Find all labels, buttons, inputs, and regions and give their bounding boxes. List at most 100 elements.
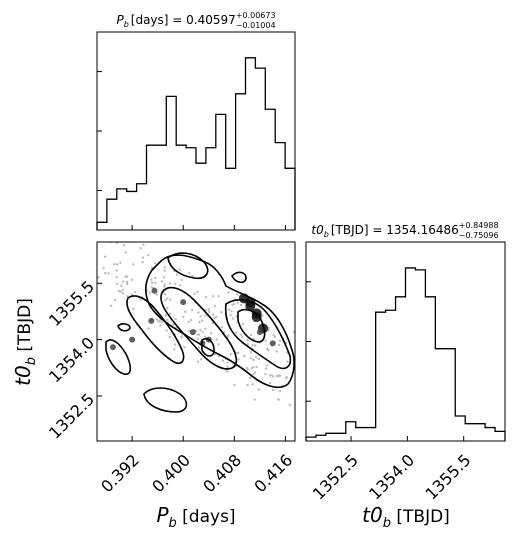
pb-histogram-steps [96,57,296,230]
scatter-point [97,276,100,279]
scatter-point [113,298,117,302]
x-label-t0-symbol: t0 [362,503,383,527]
contour-mid-diagonal [160,286,238,370]
scatter-point [171,323,175,326]
scatter-point [236,293,239,296]
t0-title-minus: −0.75096 [459,231,499,240]
t0-histogram-title: t0b [TBJD] = 1354.16486+0.84988 −0.75096 [311,221,498,240]
hist-x-tick-label: 1355.5 [422,450,475,503]
t0-title-value: [TBJD] = 1354.16486 [331,223,459,237]
scatter-point [233,383,236,387]
scatter-point [157,320,160,323]
scatter-point [249,351,253,354]
scatter-point [187,320,190,324]
x-label-pb-subscript: b [169,516,177,531]
scatter-point [102,267,105,270]
scatter-point [147,327,150,330]
scatter-point [182,315,185,318]
scatter-point [253,344,257,347]
scatter-point [175,273,179,277]
scatter-point [178,268,181,271]
scatter-point [272,333,275,337]
scatter-point [132,307,135,311]
scatter-point [163,283,166,286]
scatter-point [121,288,124,292]
scatter-point [253,371,257,374]
contour-left-diagonal [126,295,185,365]
scatter-point [227,308,231,311]
scatter-point [209,332,213,335]
scatter-point [122,280,125,283]
density-point [269,340,276,347]
joint-contours [105,252,295,413]
scatter-point [231,317,235,320]
scatter-point [168,335,171,339]
scatter-point [278,389,282,393]
scatter-point [173,348,176,351]
x-label-t0-subscript: b [383,516,391,531]
scatter-point [126,295,129,298]
scatter-point [237,358,240,361]
scatter-point [148,291,152,295]
contour-main-ridge [144,254,295,389]
joint-scatter-points [97,234,295,407]
scatter-point [226,361,229,364]
scatter-point [264,339,267,343]
scatter-point [267,349,270,352]
scatter-point [154,281,157,284]
scatter-point [117,289,121,293]
scatter-point [201,331,204,334]
scatter-point [112,262,116,266]
scatter-point [212,313,215,316]
scatter-point [165,329,168,332]
t0-title-plus: +0.84988 [459,221,499,230]
scatter-point [275,350,278,353]
density-point [148,317,155,324]
scatter-point [130,278,134,281]
contour-far-left [105,339,132,376]
scatter-point [159,324,162,327]
scatter-point [265,364,269,367]
scatter-point [196,290,199,294]
scatter-point [168,282,172,285]
scatter-point [132,263,135,266]
y-label-t0-unit: [TBJD] [15,298,35,357]
scatter-point [270,374,274,377]
scatter-point [229,353,232,356]
scatter-point [249,356,253,360]
contour-inner-ridge [224,299,292,370]
t0-histogram-xticks: 1352.5 1354.0 1355.5 [309,436,475,503]
scatter-point [235,351,238,355]
scatter-point [141,256,145,259]
scatter-point [107,272,110,275]
scatter-point [267,326,270,330]
scatter-point [122,243,126,247]
scatter-point [229,313,232,317]
scatter-point [163,285,166,288]
density-point [151,287,158,294]
pb-title-value: [days] = 0.40597 [131,13,236,27]
scatter-point [119,290,122,293]
contour-lower-blob [143,387,188,413]
scatter-point [166,306,169,310]
scatter-point [251,344,254,347]
x-label-t0-unit: [TBJD] [391,507,450,527]
scatter-point [168,312,172,316]
y-axis-label-t0: t0b [TBJD] [11,298,39,386]
scatter-point [115,269,118,272]
joint-y-tick-label: 1354.0 [45,333,98,386]
scatter-point [199,358,203,361]
scatter-point [271,388,275,392]
scatter-point [221,359,225,362]
scatter-point [241,336,244,339]
scatter-point [191,308,194,312]
scatter-point [246,383,249,387]
scatter-point [254,355,258,359]
scatter-point [203,335,207,338]
scatter-point [153,261,157,265]
scatter-point [115,262,119,266]
scatter-point [108,234,110,236]
pb-title-minus: −0.01004 [236,21,276,30]
scatter-point [220,310,223,314]
scatter-point [199,328,202,332]
